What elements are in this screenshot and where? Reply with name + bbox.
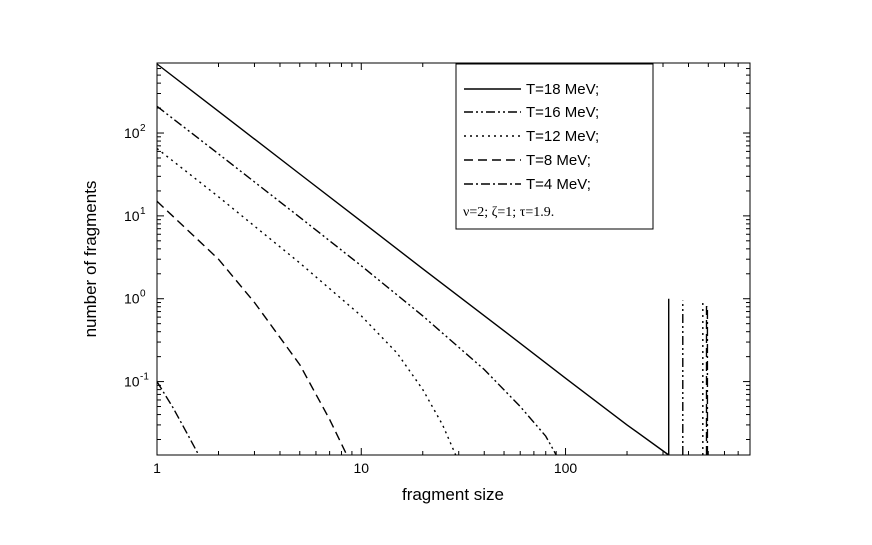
legend-box (455, 63, 654, 230)
series-line-4 (156, 381, 200, 456)
legend-note: ν=2; ζ=1; τ=1.9. (463, 205, 554, 220)
y-tick-base: 10 (124, 125, 140, 141)
legend-label-t18: T=18 MeV; (526, 81, 599, 98)
series-layer (156, 63, 709, 456)
y-tick-exp: 0 (140, 289, 146, 300)
tick-group (156, 62, 751, 455)
legend-label-t4: T=4 MeV; (526, 176, 591, 193)
tick-label-group: 1 10 100 10 -1 10 0 10 1 10 2 (124, 123, 577, 476)
series-line-2 (156, 147, 457, 456)
legend-label-t8: T=8 MeV; (526, 152, 591, 169)
y-tick-label-0.1: 10 -1 (124, 372, 149, 390)
x-axis-title: fragment size (402, 485, 504, 504)
plot-frame (156, 62, 751, 456)
y-tick-exp: 2 (140, 123, 146, 134)
x-tick-label-1: 1 (153, 460, 161, 476)
legend-label-t16: T=16 MeV; (526, 104, 599, 121)
legend: T=18 MeV; T=16 MeV; T=12 MeV; T=8 MeV; T… (455, 63, 654, 230)
y-tick-label-10: 10 1 (124, 206, 146, 224)
y-tick-label-100: 10 2 (124, 123, 146, 141)
y-tick-base: 10 (124, 208, 140, 224)
series-line-0 (156, 63, 670, 456)
legend-samples (464, 88, 521, 185)
x-tick-label-100: 100 (554, 460, 578, 476)
y-tick-exp: -1 (140, 372, 149, 383)
y-tick-base: 10 (124, 374, 140, 390)
y-tick-exp: 1 (140, 206, 146, 217)
legend-label-t12: T=12 MeV; (526, 128, 599, 145)
y-axis-title: number of fragments (81, 181, 100, 338)
x-tick-label-10: 10 (353, 460, 369, 476)
series-line-1 (156, 105, 557, 456)
y-tick-label-1: 10 0 (124, 289, 146, 307)
series-line-3 (156, 200, 348, 456)
y-tick-base: 10 (124, 291, 140, 307)
